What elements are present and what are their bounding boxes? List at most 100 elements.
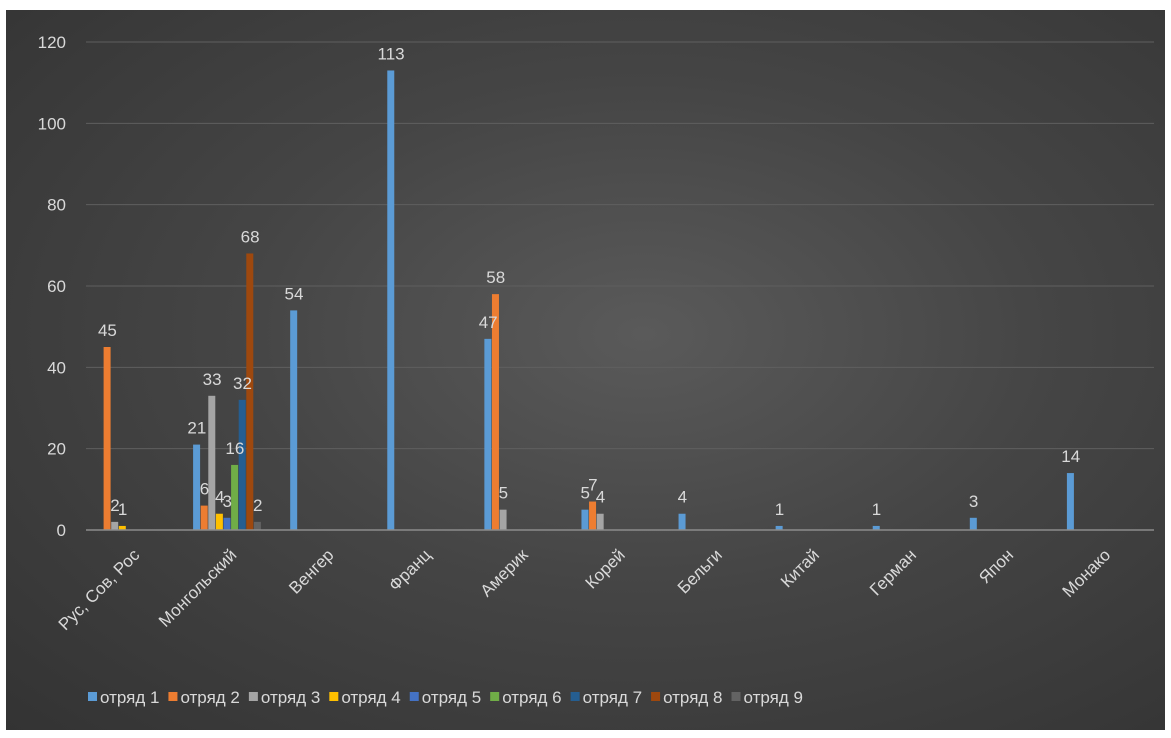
data-label: 4 [596,488,605,507]
data-label: 68 [241,227,260,246]
legend-label: отряд 5 [422,688,481,707]
legend: отряд 1 отряд 2 отряд 3 отряд 4 отряд 5 отряд… [88,688,803,707]
data-label: 5 [499,484,508,503]
bar [491,294,499,530]
bar [1066,473,1074,530]
legend-item: отряд 8 [651,688,723,707]
x-tick-label: Китай [777,545,823,591]
y-tick-label: 100 [38,114,66,133]
bar [253,521,261,530]
data-label: 54 [285,284,304,303]
data-label: 33 [203,370,222,389]
data-label: 14 [1061,447,1080,466]
bar [223,517,231,530]
bar [215,513,223,530]
legend-label: отряд 6 [502,688,561,707]
data-label: 7 [588,476,597,495]
legend-swatch [570,692,580,701]
legend-swatch [329,692,339,701]
data-label: 5 [581,484,590,503]
y-tick-label: 60 [47,277,66,296]
data-label: 47 [479,313,498,332]
bar [969,517,977,530]
bar [208,395,216,530]
legend-swatch [651,692,661,701]
legend-item: отряд 7 [570,688,642,707]
bar [596,513,604,530]
legend-item: отряд 9 [731,688,803,707]
bars [103,70,1074,530]
data-label: 1 [872,500,881,519]
legend-item: отряд 5 [409,688,481,707]
bar [193,444,201,530]
legend-label: отряд 7 [583,688,642,707]
bar [678,513,686,530]
bar [581,509,589,530]
legend-item: отряд 4 [329,688,401,707]
data-label: 2 [253,496,262,515]
data-label: 113 [378,44,405,63]
data-label: 6 [200,480,209,499]
y-tick-label: 120 [38,33,66,52]
legend-item: отряд 6 [490,688,562,707]
legend-label: отряд 1 [100,688,159,707]
data-label: 4 [678,488,687,507]
x-tick-label: Рус, Сов, Рос [55,545,144,634]
data-label: 1 [118,500,127,519]
legend-item: отряд 1 [88,688,159,707]
x-tick-label: Венгер [285,545,337,597]
data-label: 58 [486,268,505,287]
bar [118,525,126,530]
bar [231,464,239,530]
bar [200,505,208,530]
y-tick-label: 80 [47,196,66,215]
y-tick-label: 0 [57,521,66,540]
x-tick-label: Франц [385,545,435,595]
x-tick-label: Герман [866,545,920,599]
legend-swatch [248,692,258,701]
data-label: 32 [233,374,252,393]
bar [246,253,254,530]
x-tick-label: Бельги [674,545,726,597]
bar [238,399,246,530]
bar [387,70,395,530]
bar [589,501,597,530]
legend-label: отряд 3 [261,688,320,707]
data-label: 3 [223,492,232,511]
data-label: 2 [110,496,119,515]
x-tick-label: Монако [1059,545,1115,601]
legend-swatch [731,692,741,701]
bar [290,310,298,530]
legend-swatch [490,692,500,701]
legend-swatch [168,692,178,701]
x-tick-label: Япон [975,545,1017,587]
bar [872,525,880,530]
legend-swatch [88,692,97,701]
y-tick-label: 20 [47,440,66,459]
legend-item: отряд 2 [168,688,240,707]
data-label: 4 [215,488,224,507]
bar [499,509,507,530]
bar [111,521,119,530]
data-label: 21 [187,419,206,438]
legend-label: отряд 2 [180,688,239,707]
x-tick-label: Монгольский [155,545,240,630]
legend-label: отряд 4 [341,688,400,707]
bar [775,525,783,530]
data-label: 3 [969,492,978,511]
legend-swatch [409,692,419,701]
data-label: 16 [225,439,244,458]
x-tick-label: Америк [477,545,532,600]
legend-label: отряд 9 [744,688,803,707]
gridlines [86,41,1154,450]
bar [103,347,111,530]
legend-label: отряд 8 [663,688,722,707]
legend-item: отряд 3 [248,688,320,707]
x-tick-label: Корей [582,545,629,592]
y-tick-label: 40 [47,358,66,377]
data-label: 45 [98,321,117,340]
data-label: 1 [775,500,784,519]
